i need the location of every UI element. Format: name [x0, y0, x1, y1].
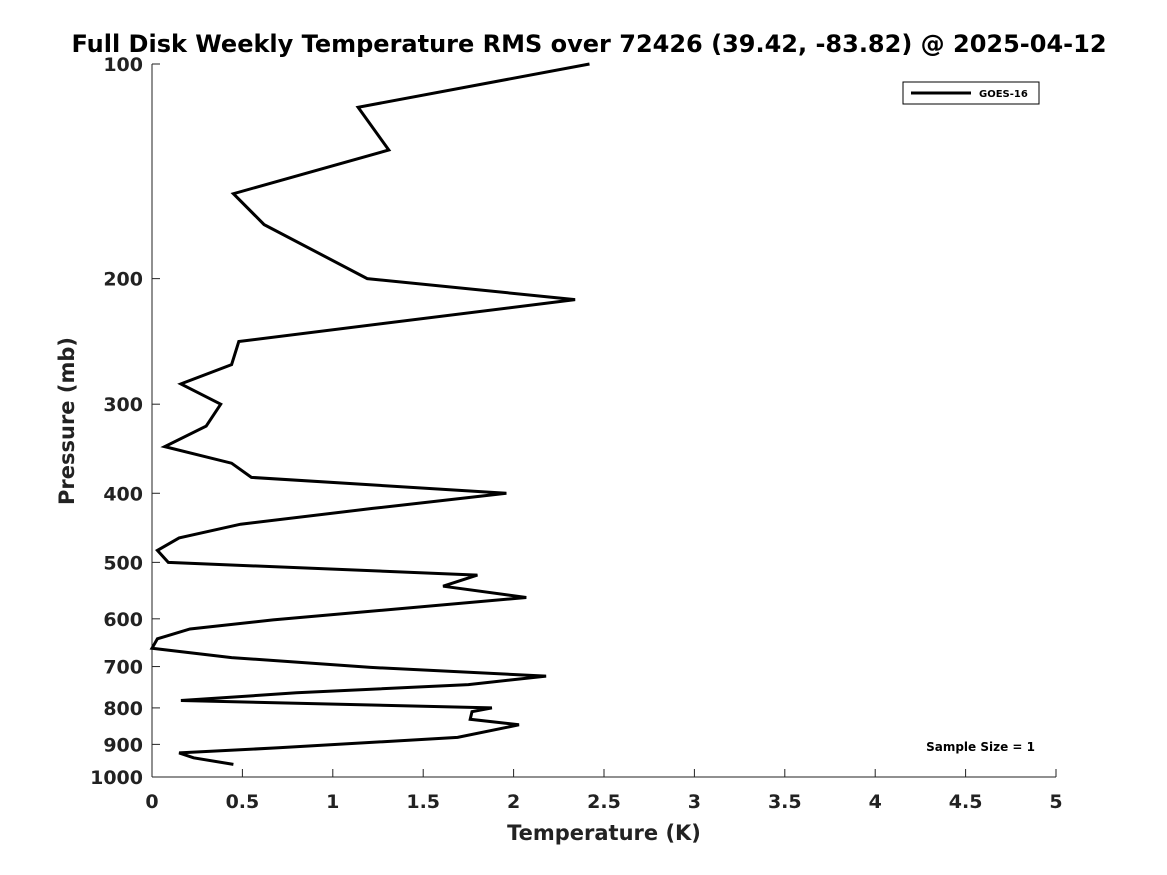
legend: GOES-16: [902, 81, 1040, 105]
chart-title: Full Disk Weekly Temperature RMS over 72…: [71, 30, 1106, 58]
y-tick-label: 300: [103, 394, 143, 416]
legend-label-goes-16: GOES-16: [979, 89, 1028, 100]
x-tick-label: 2: [507, 791, 520, 813]
y-tick-label: 1000: [90, 767, 143, 789]
y-tick-label: 100: [103, 54, 143, 76]
x-axis-label: Temperature (K): [507, 821, 701, 845]
sample-size-annotation: Sample Size = 1: [926, 740, 1035, 754]
y-tick-label: 500: [103, 552, 143, 574]
x-tick-label: 5: [1049, 791, 1062, 813]
y-axis-ticks: 100 200 300 400 500 600 700 800 900 1000: [90, 54, 160, 789]
plot-axes: [151, 64, 1056, 778]
series-group: [149, 62, 590, 766]
x-tick-label: 2.5: [587, 791, 621, 813]
x-tick-label: 1.5: [406, 791, 440, 813]
x-axis-ticks: 0 0.5 1 1.5 2 2.5 3 3.5 4 4.5 5: [145, 769, 1063, 813]
y-tick-label: 900: [103, 734, 143, 756]
x-tick-label: 4: [869, 791, 882, 813]
y-tick-label: 600: [103, 609, 143, 631]
series-line-goes-16: [149, 62, 590, 766]
x-tick-label: 3.5: [768, 791, 802, 813]
x-tick-label: 0: [145, 791, 158, 813]
plot-area-frame: [152, 64, 1056, 777]
y-tick-label: 200: [103, 269, 143, 291]
x-tick-label: 1: [326, 791, 339, 813]
x-tick-label: 4.5: [949, 791, 983, 813]
y-tick-label: 400: [103, 483, 143, 505]
y-tick-label: 700: [103, 657, 143, 679]
y-axis-label: Pressure (mb): [55, 337, 79, 505]
x-tick-label: 3: [688, 791, 701, 813]
y-tick-label: 800: [103, 698, 143, 720]
x-tick-label: 0.5: [226, 791, 260, 813]
